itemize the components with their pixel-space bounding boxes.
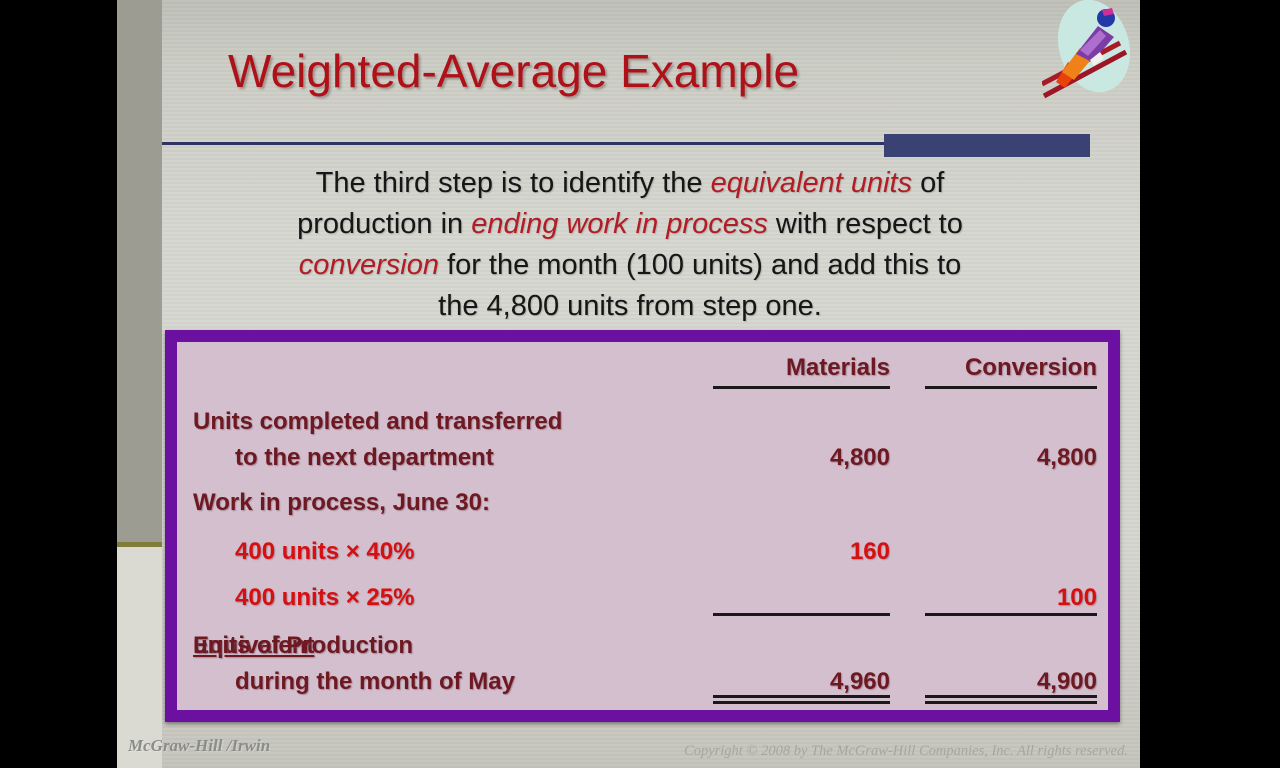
intro-emphasis-segment: equivalent units — [710, 167, 913, 199]
intro-emphasis-segment: ending work in process — [471, 208, 768, 240]
subtotal-underline-conversion — [925, 613, 1097, 616]
header-underline-materials — [713, 386, 890, 389]
header-underline-conversion — [925, 386, 1097, 389]
cell-value-conversion: 4,900 — [1036, 668, 1097, 695]
column-header-conversion: Conversion — [964, 354, 1097, 381]
total-double-underline-materials — [713, 695, 890, 704]
column-header-materials: Materials — [785, 354, 890, 381]
subtotal-underline-materials — [713, 613, 890, 616]
intro-line-1: The third step is to identify the equiva… — [150, 163, 1110, 204]
title-divider — [162, 142, 1090, 145]
cell-value-materials: 4,960 — [829, 668, 890, 695]
cell-value-conversion: 100 — [1056, 584, 1097, 611]
right-letterbox-bar — [1140, 0, 1280, 768]
intro-paragraph: The third step is to identify the equiva… — [150, 163, 1110, 327]
intro-text-segment: the 4,800 units from step one. — [438, 290, 822, 322]
row-label-400x25: 400 units × 25% — [235, 584, 415, 611]
row-label-units-completed-1: Units completed and transferred — [193, 408, 563, 435]
cell-value-materials: 4,800 — [829, 444, 890, 471]
intro-emphasis-segment: conversion — [298, 249, 439, 281]
slide-left-edge-olive-line — [117, 542, 162, 547]
underlined-word: Equivalent — [193, 632, 315, 659]
title-accent-bar — [884, 134, 1090, 157]
row-label-units-completed-2: to the next department — [235, 444, 494, 471]
footer-copyright: Copyright © 2008 by The McGraw-Hill Comp… — [684, 743, 1128, 759]
intro-text-segment: with respect to — [767, 208, 963, 240]
intro-line-4: the 4,800 units from step one. — [150, 286, 1110, 327]
cell-value-conversion: 4,800 — [1036, 444, 1097, 471]
slide-left-edge — [117, 0, 162, 542]
intro-text-segment: for the month (100 units) and add this t… — [438, 249, 962, 281]
row-label-equivalent-units-2: during the month of May — [235, 668, 515, 695]
page-title: Weighted-Average Example — [228, 45, 800, 97]
equivalent-units-table: Materials Conversion Units completed and… — [165, 330, 1120, 722]
row-label-400x40: 400 units × 40% — [235, 538, 415, 565]
intro-text-segment: The third step is to identify the — [315, 167, 711, 199]
row-label-text: units of Production — [193, 632, 413, 659]
slide-left-edge-bottom — [117, 547, 162, 768]
intro-line-3: conversion for the month (100 units) and… — [150, 245, 1110, 286]
footer-brand: McGraw-Hill /Irwin — [128, 736, 271, 755]
cell-value-materials: 160 — [849, 538, 890, 565]
total-double-underline-conversion — [925, 695, 1097, 704]
row-label-work-in-process: Work in process, June 30: — [193, 489, 490, 516]
intro-line-2: production in ending work in process wit… — [150, 204, 1110, 245]
ski-jumper-icon — [1042, 0, 1131, 99]
intro-text-segment: production in — [297, 208, 472, 240]
intro-text-segment: of — [912, 167, 945, 199]
